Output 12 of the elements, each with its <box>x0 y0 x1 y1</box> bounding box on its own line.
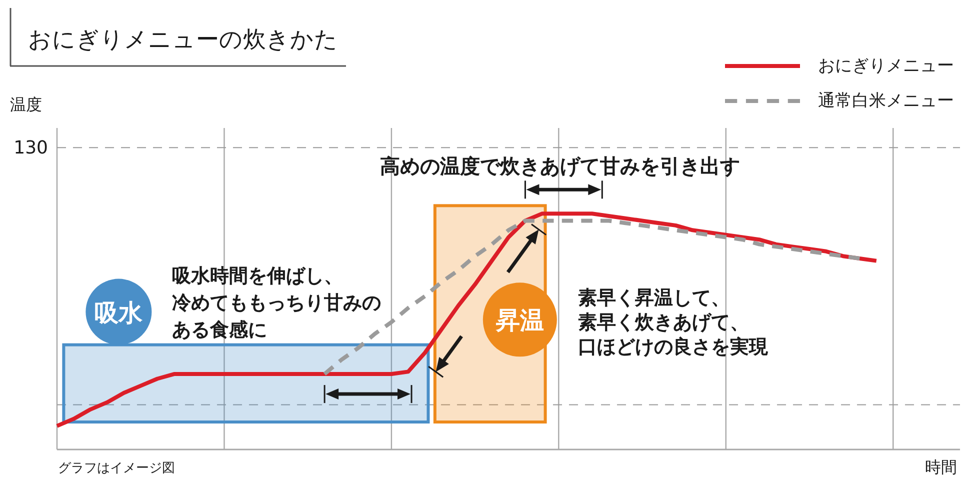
text: 高めの温度で炊きあげて甘みを引き出す <box>380 154 740 178</box>
annotation: 昇温 <box>494 306 544 335</box>
legend-label: おにぎりメニュー <box>818 56 954 76</box>
chart-title: おにぎりメニューの炊きかた <box>28 27 338 53</box>
annotation: 素早く昇温して、素早く炊きあげて、口ほどけの良さを実現 <box>578 287 769 358</box>
text: 130 <box>14 137 48 158</box>
legend-label: 通常白米メニュー <box>818 91 954 111</box>
text: グラフはイメージ図 <box>58 460 175 476</box>
x-axis-title: 時間 <box>925 458 957 476</box>
text: 温度 <box>10 94 42 114</box>
annotation: 吸水時間を伸ばし、冷めてももっちり甘みのある食感に <box>172 265 381 341</box>
annotation: 吸水 <box>94 298 144 327</box>
